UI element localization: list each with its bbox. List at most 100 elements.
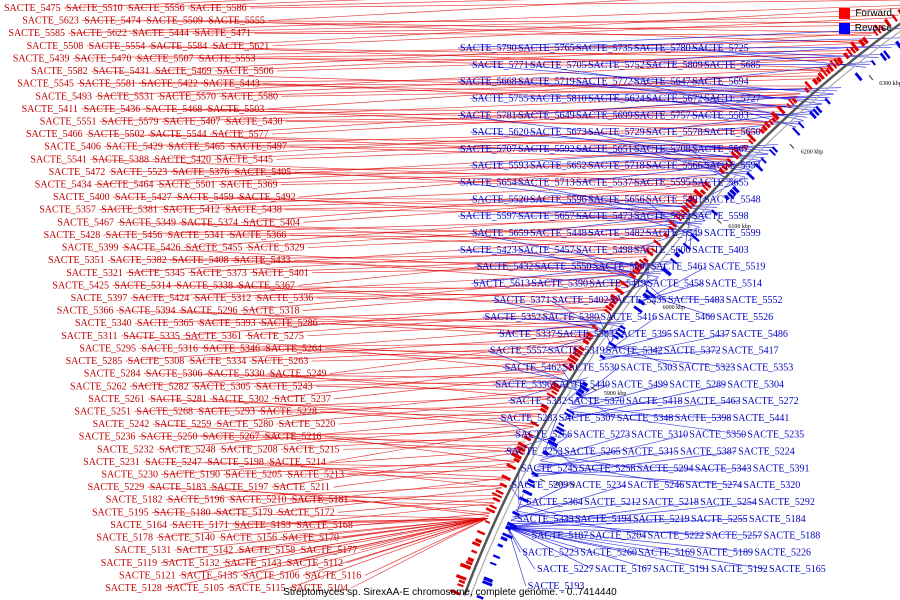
leader-line	[507, 501, 757, 528]
leader-line	[130, 14, 899, 34]
gene-label: SACTE_5438	[225, 205, 282, 216]
legend-reverse: Reverse	[838, 21, 892, 36]
gene-label: SACTE_5262	[70, 381, 127, 392]
gene-label: SACTE_5307	[559, 413, 616, 424]
reverse-feature	[564, 411, 572, 418]
gene-label: SACTE_5372	[664, 346, 721, 357]
gene-label: SACTE_5213	[287, 470, 344, 481]
gene-label: SACTE_5210	[230, 495, 287, 506]
gene-label: SACTE_5196	[168, 495, 225, 506]
gene-label: SACTE_5436	[84, 104, 141, 115]
gene-label: SACTE_5263	[252, 356, 309, 367]
reverse-feature	[771, 146, 779, 153]
gene-label: SACTE_5323	[679, 362, 736, 373]
leader-line	[236, 517, 488, 551]
forward-feature	[510, 451, 522, 460]
gene-label: SACTE_5242	[93, 419, 150, 430]
leader-line	[507, 527, 521, 553]
gene-label: SACTE_5551	[40, 116, 97, 127]
reverse-feature	[615, 331, 624, 339]
forward-feature	[718, 167, 726, 175]
leader-line	[643, 53, 883, 66]
gene-label: SACTE_5428	[44, 230, 101, 241]
forward-feature	[632, 269, 639, 276]
forward-feature	[610, 293, 620, 302]
gene-label: SACTE_5694	[692, 77, 749, 88]
leader-line	[342, 444, 524, 450]
gene-label: SACTE_5545	[17, 79, 74, 90]
forward-feature	[699, 189, 707, 196]
gene-label: SACTE_5219	[633, 514, 690, 525]
leader-line	[689, 180, 742, 183]
leader-line	[139, 83, 810, 87]
gene-label: SACTE_5557	[490, 346, 547, 357]
gene-label: SACTE_5267	[203, 432, 260, 443]
forward-feature	[491, 491, 503, 499]
chromosome-ring	[463, 22, 900, 598]
forward-feature	[811, 78, 819, 86]
leader-line	[329, 426, 534, 463]
leader-line	[254, 32, 872, 36]
reverse-feature	[577, 387, 585, 395]
gene-label: SACTE_5475	[4, 3, 61, 14]
gene-label: SACTE_5205	[225, 470, 282, 481]
gene-label: SACTE_5507	[137, 53, 194, 64]
reverse-feature	[500, 535, 508, 542]
leader-line	[152, 423, 522, 450]
gene-label: SACTE_5169	[638, 547, 695, 558]
gene-label: SACTE_5106	[243, 570, 300, 581]
leader-line	[210, 7, 900, 47]
gene-label: SACTE_5366	[57, 306, 114, 317]
forward-feature	[861, 36, 869, 45]
gene-label: SACTE_5790	[460, 43, 517, 54]
gene-label: SACTE_5371	[494, 295, 551, 306]
gene-label: SACTE_5167	[595, 564, 652, 575]
gene-label: SACTE_5445	[216, 154, 273, 165]
leader-line	[337, 497, 497, 513]
gene-label: SACTE_5465	[168, 142, 225, 153]
gene-label: SACTE_5405	[235, 167, 292, 178]
gene-label: SACTE_5437	[673, 329, 730, 340]
leader-line	[289, 234, 654, 250]
leader-line	[689, 148, 736, 188]
reverse-feature	[541, 450, 549, 457]
forward-feature	[764, 121, 771, 129]
gene-label: SACTE_5417	[722, 346, 779, 357]
gene-label: SACTE_5318	[243, 306, 300, 317]
gene-label: SACTE_5443	[203, 79, 260, 90]
forward-feature	[517, 441, 528, 449]
gene-label: SACTE_5439	[13, 53, 70, 64]
gene-label: SACTE_5182	[106, 495, 163, 506]
leader-line	[307, 230, 668, 248]
gene-label: SACTE_5718	[588, 161, 645, 172]
forward-feature	[843, 52, 850, 60]
reverse-feature	[522, 489, 533, 497]
reverse-feature	[476, 594, 484, 600]
forward-feature	[849, 46, 857, 54]
gene-label: SACTE_5659	[472, 228, 529, 239]
gene-label: SACTE_5401	[252, 268, 309, 279]
leader-line	[644, 283, 649, 291]
gene-label: SACTE_5412	[163, 205, 220, 216]
leader-line	[121, 335, 574, 361]
leader-line	[129, 360, 573, 387]
leader-line	[351, 499, 489, 516]
reverse-feature	[579, 384, 590, 393]
gene-label: SACTE_5585	[8, 28, 65, 39]
leader-line	[311, 355, 577, 362]
forward-feature	[759, 128, 766, 135]
forward-feature	[572, 346, 584, 356]
forward-feature	[550, 385, 560, 393]
leader-line	[268, 0, 639, 21]
forward-feature	[568, 363, 575, 369]
gene-label: SACTE_5237	[274, 394, 331, 405]
leader-line	[504, 436, 553, 452]
reverse-feature	[558, 422, 565, 428]
gene-label: SACTE_5553	[199, 53, 256, 64]
forward-feature	[605, 304, 613, 312]
gene-label: SACTE_5809	[646, 60, 703, 71]
gene-label: SACTE_5315	[622, 447, 679, 458]
reverse-feature	[815, 105, 823, 114]
reverse-feature	[506, 521, 518, 529]
